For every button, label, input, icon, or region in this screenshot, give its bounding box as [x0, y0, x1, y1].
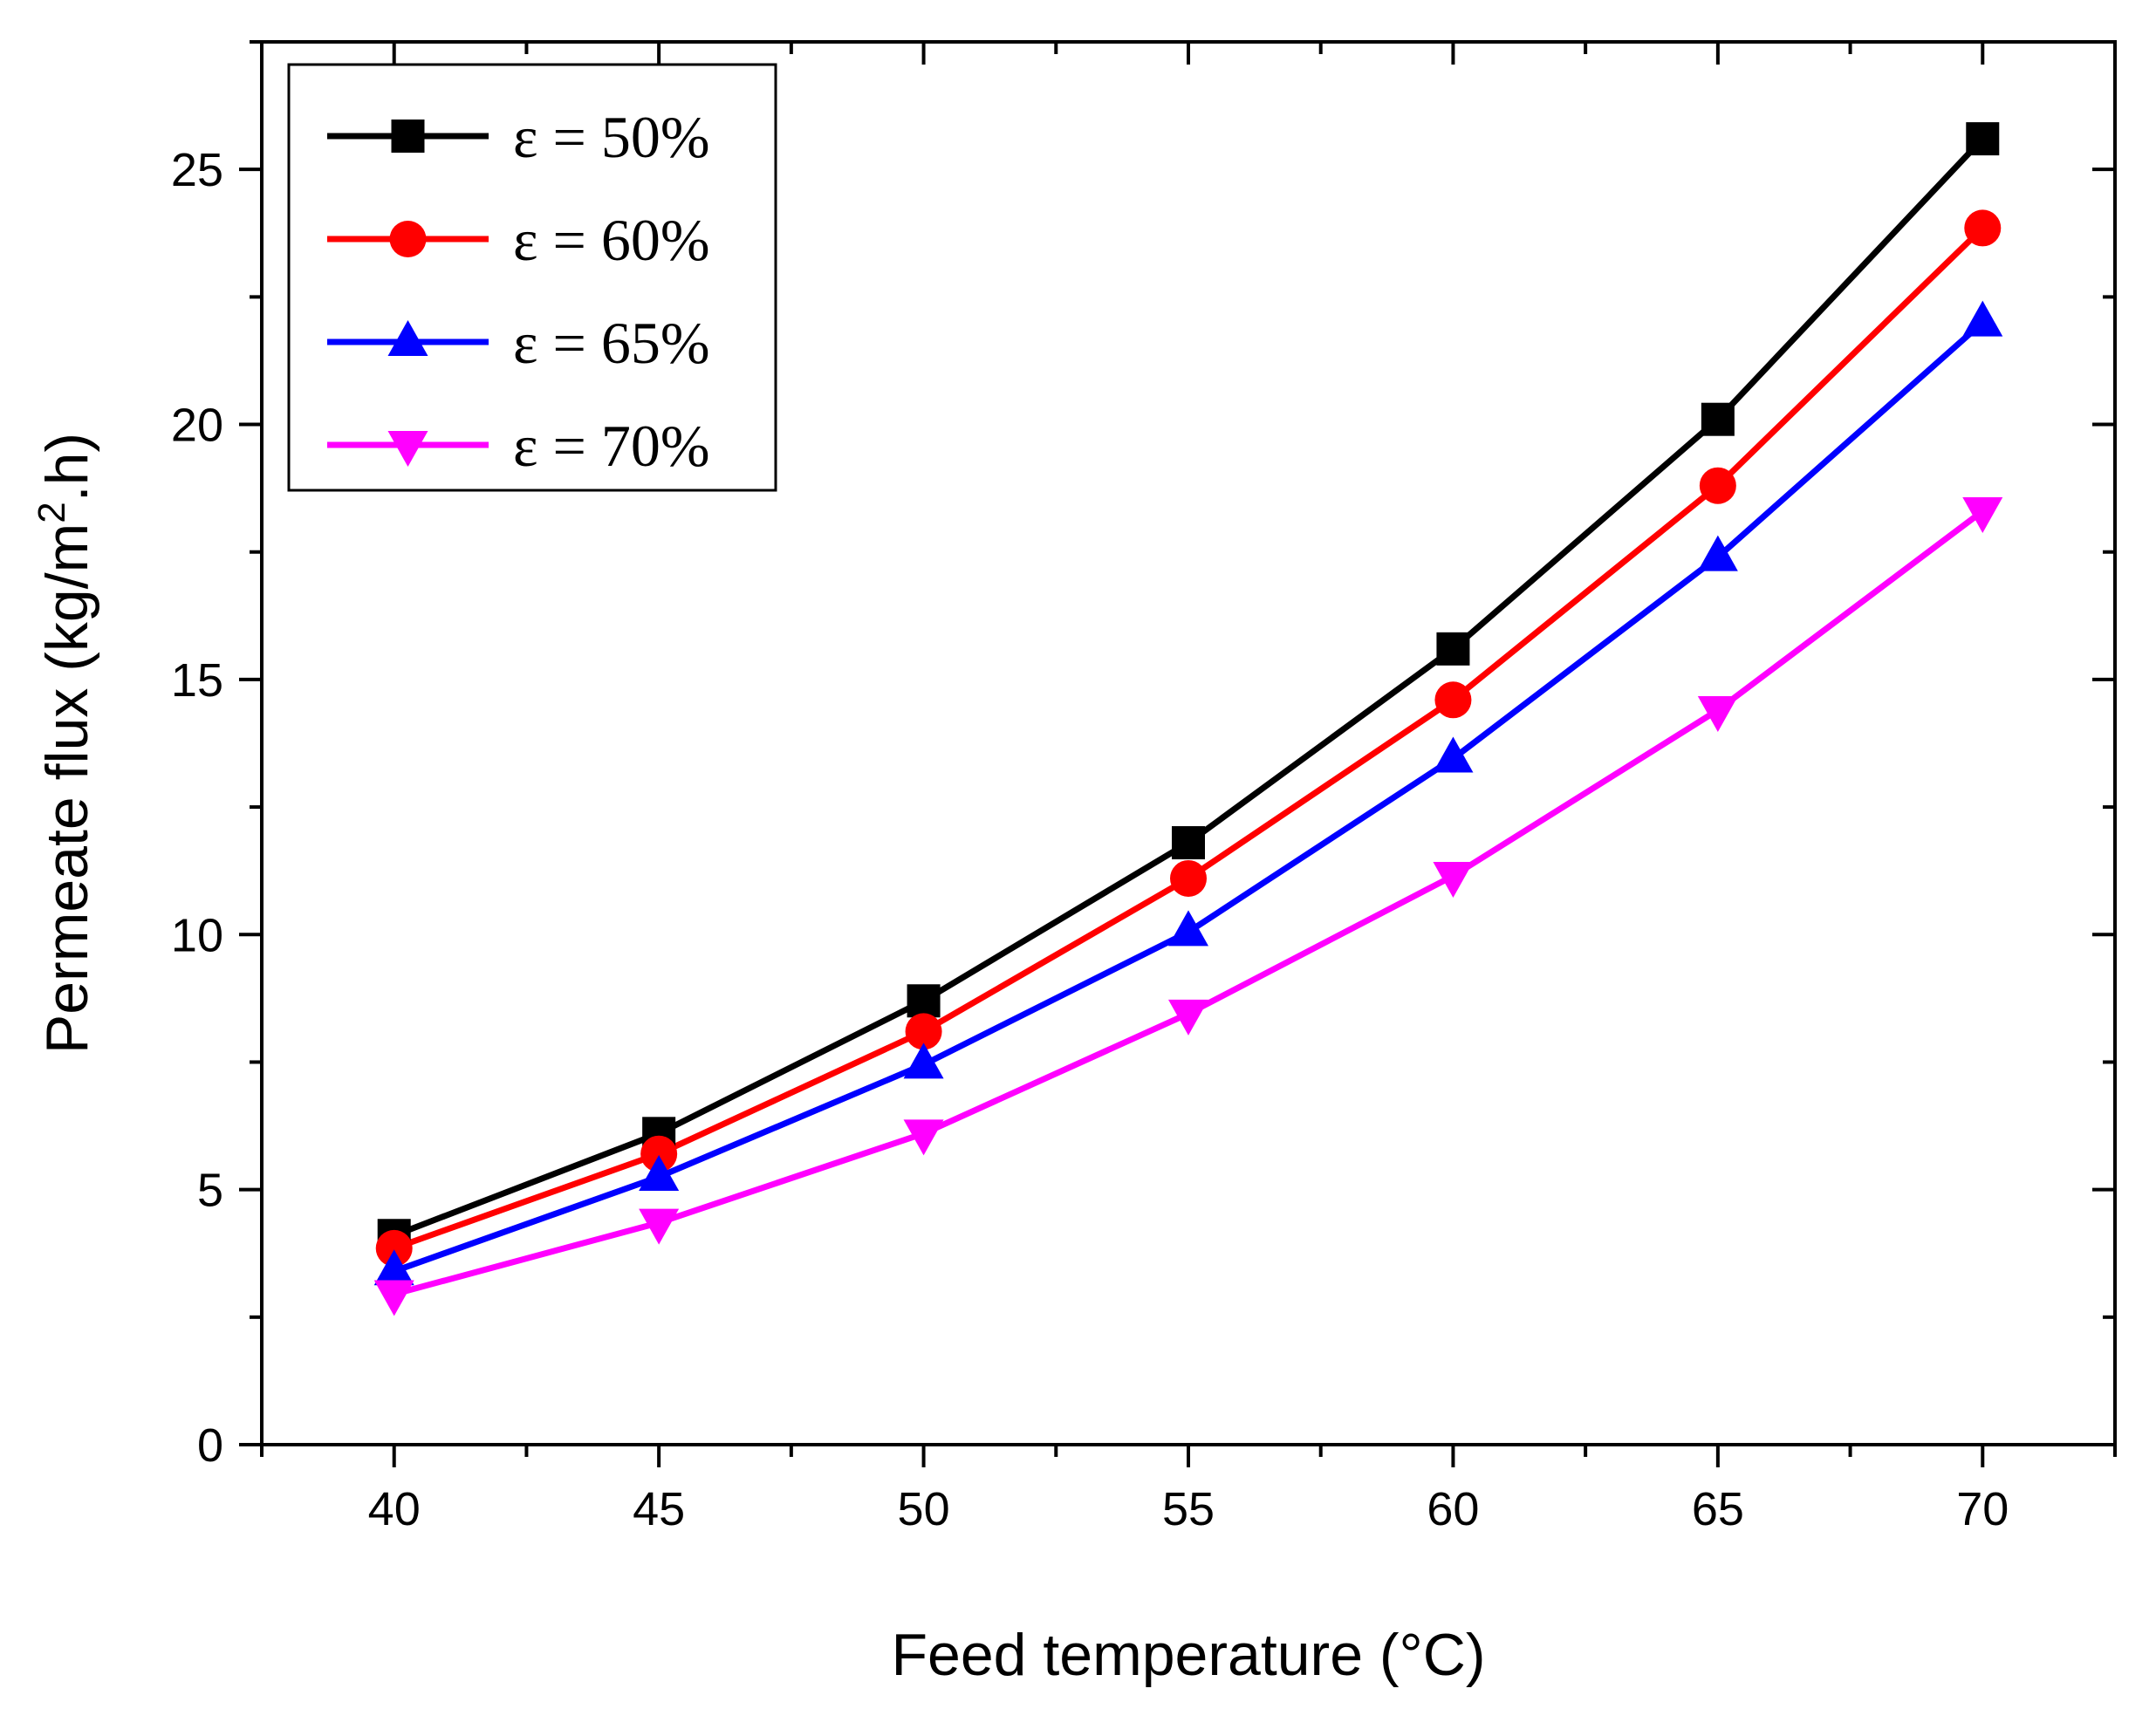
data-point-eps-70 [903, 1119, 944, 1156]
legend-marker-eps-70 [387, 431, 428, 467]
axis-ticks [239, 40, 2117, 1467]
data-point-eps-60 [1964, 209, 2002, 247]
data-point-eps-65 [1697, 535, 1738, 571]
legend-label-eps-70: ε = 70% [513, 413, 710, 479]
x-tick-label: 45 [633, 1483, 685, 1535]
data-point-eps-50 [1436, 632, 1470, 666]
y-axis-title-tail: .h) [34, 433, 100, 502]
legend-label-eps-60: ε = 60% [513, 207, 710, 273]
data-point-eps-50 [1701, 402, 1735, 436]
y-axis-title-superscript: 2 [31, 502, 73, 523]
legend-marker-eps-60 [389, 221, 427, 257]
data-point-eps-60 [1170, 859, 1207, 897]
data-point-eps-50 [1172, 826, 1205, 860]
data-point-eps-50 [907, 984, 941, 1018]
data-point-eps-60 [905, 1013, 942, 1050]
y-tick-label: 25 [171, 144, 223, 196]
legend: ε = 50% ε = 60% ε = 65% ε = 70% [287, 63, 777, 492]
legend-label-eps-65: ε = 65% [513, 310, 710, 376]
data-point-eps-65 [1433, 736, 1474, 773]
series-markers [373, 122, 2003, 1316]
x-tick-label: 60 [1427, 1483, 1479, 1535]
x-tick-label: 55 [1162, 1483, 1215, 1535]
y-axis-title: Permeate flux (kg/m2.h) [31, 433, 100, 1054]
data-point-eps-50 [1966, 122, 2000, 156]
y-tick-labels: 0 5 10 15 20 25 [171, 144, 223, 1472]
data-point-eps-65 [903, 1042, 944, 1079]
data-point-eps-60 [1434, 681, 1472, 719]
data-point-eps-70 [1433, 862, 1474, 899]
data-point-eps-60 [640, 1135, 678, 1172]
x-tick-label: 65 [1692, 1483, 1744, 1535]
y-axis-title-main: Permeate flux (kg/m [34, 523, 100, 1054]
data-point-eps-70 [373, 1280, 414, 1316]
series-line-eps-70 [393, 509, 1985, 1297]
legend-label-eps-50: ε = 50% [513, 104, 710, 170]
x-axis-title: Feed temperature (°C) [892, 1622, 1486, 1688]
y-tick-label: 15 [171, 654, 223, 707]
x-tick-label: 40 [368, 1483, 421, 1535]
data-point-eps-60 [375, 1229, 413, 1267]
y-tick-label: 5 [197, 1165, 223, 1217]
legend-marker-eps-50 [391, 120, 425, 153]
data-point-eps-65 [1962, 300, 2003, 337]
y-tick-label: 10 [171, 909, 223, 961]
x-tick-labels: 40 45 50 55 60 65 70 [368, 1483, 2009, 1535]
legend-items: ε = 50% ε = 60% ε = 65% ε = 70% [327, 104, 710, 479]
data-point-eps-60 [1699, 467, 1736, 504]
data-point-eps-65 [1168, 910, 1208, 947]
data-point-eps-65 [639, 1155, 680, 1192]
data-point-eps-70 [639, 1208, 680, 1245]
y-tick-label: 20 [171, 400, 223, 452]
x-tick-label: 70 [1956, 1483, 2009, 1535]
y-tick-label: 0 [197, 1419, 223, 1472]
data-point-eps-70 [1962, 496, 2003, 533]
x-tick-label: 50 [898, 1483, 950, 1535]
data-point-eps-70 [1168, 999, 1208, 1036]
data-point-eps-65 [373, 1249, 414, 1286]
data-point-eps-70 [1697, 695, 1738, 732]
legend-marker-eps-65 [387, 320, 428, 356]
